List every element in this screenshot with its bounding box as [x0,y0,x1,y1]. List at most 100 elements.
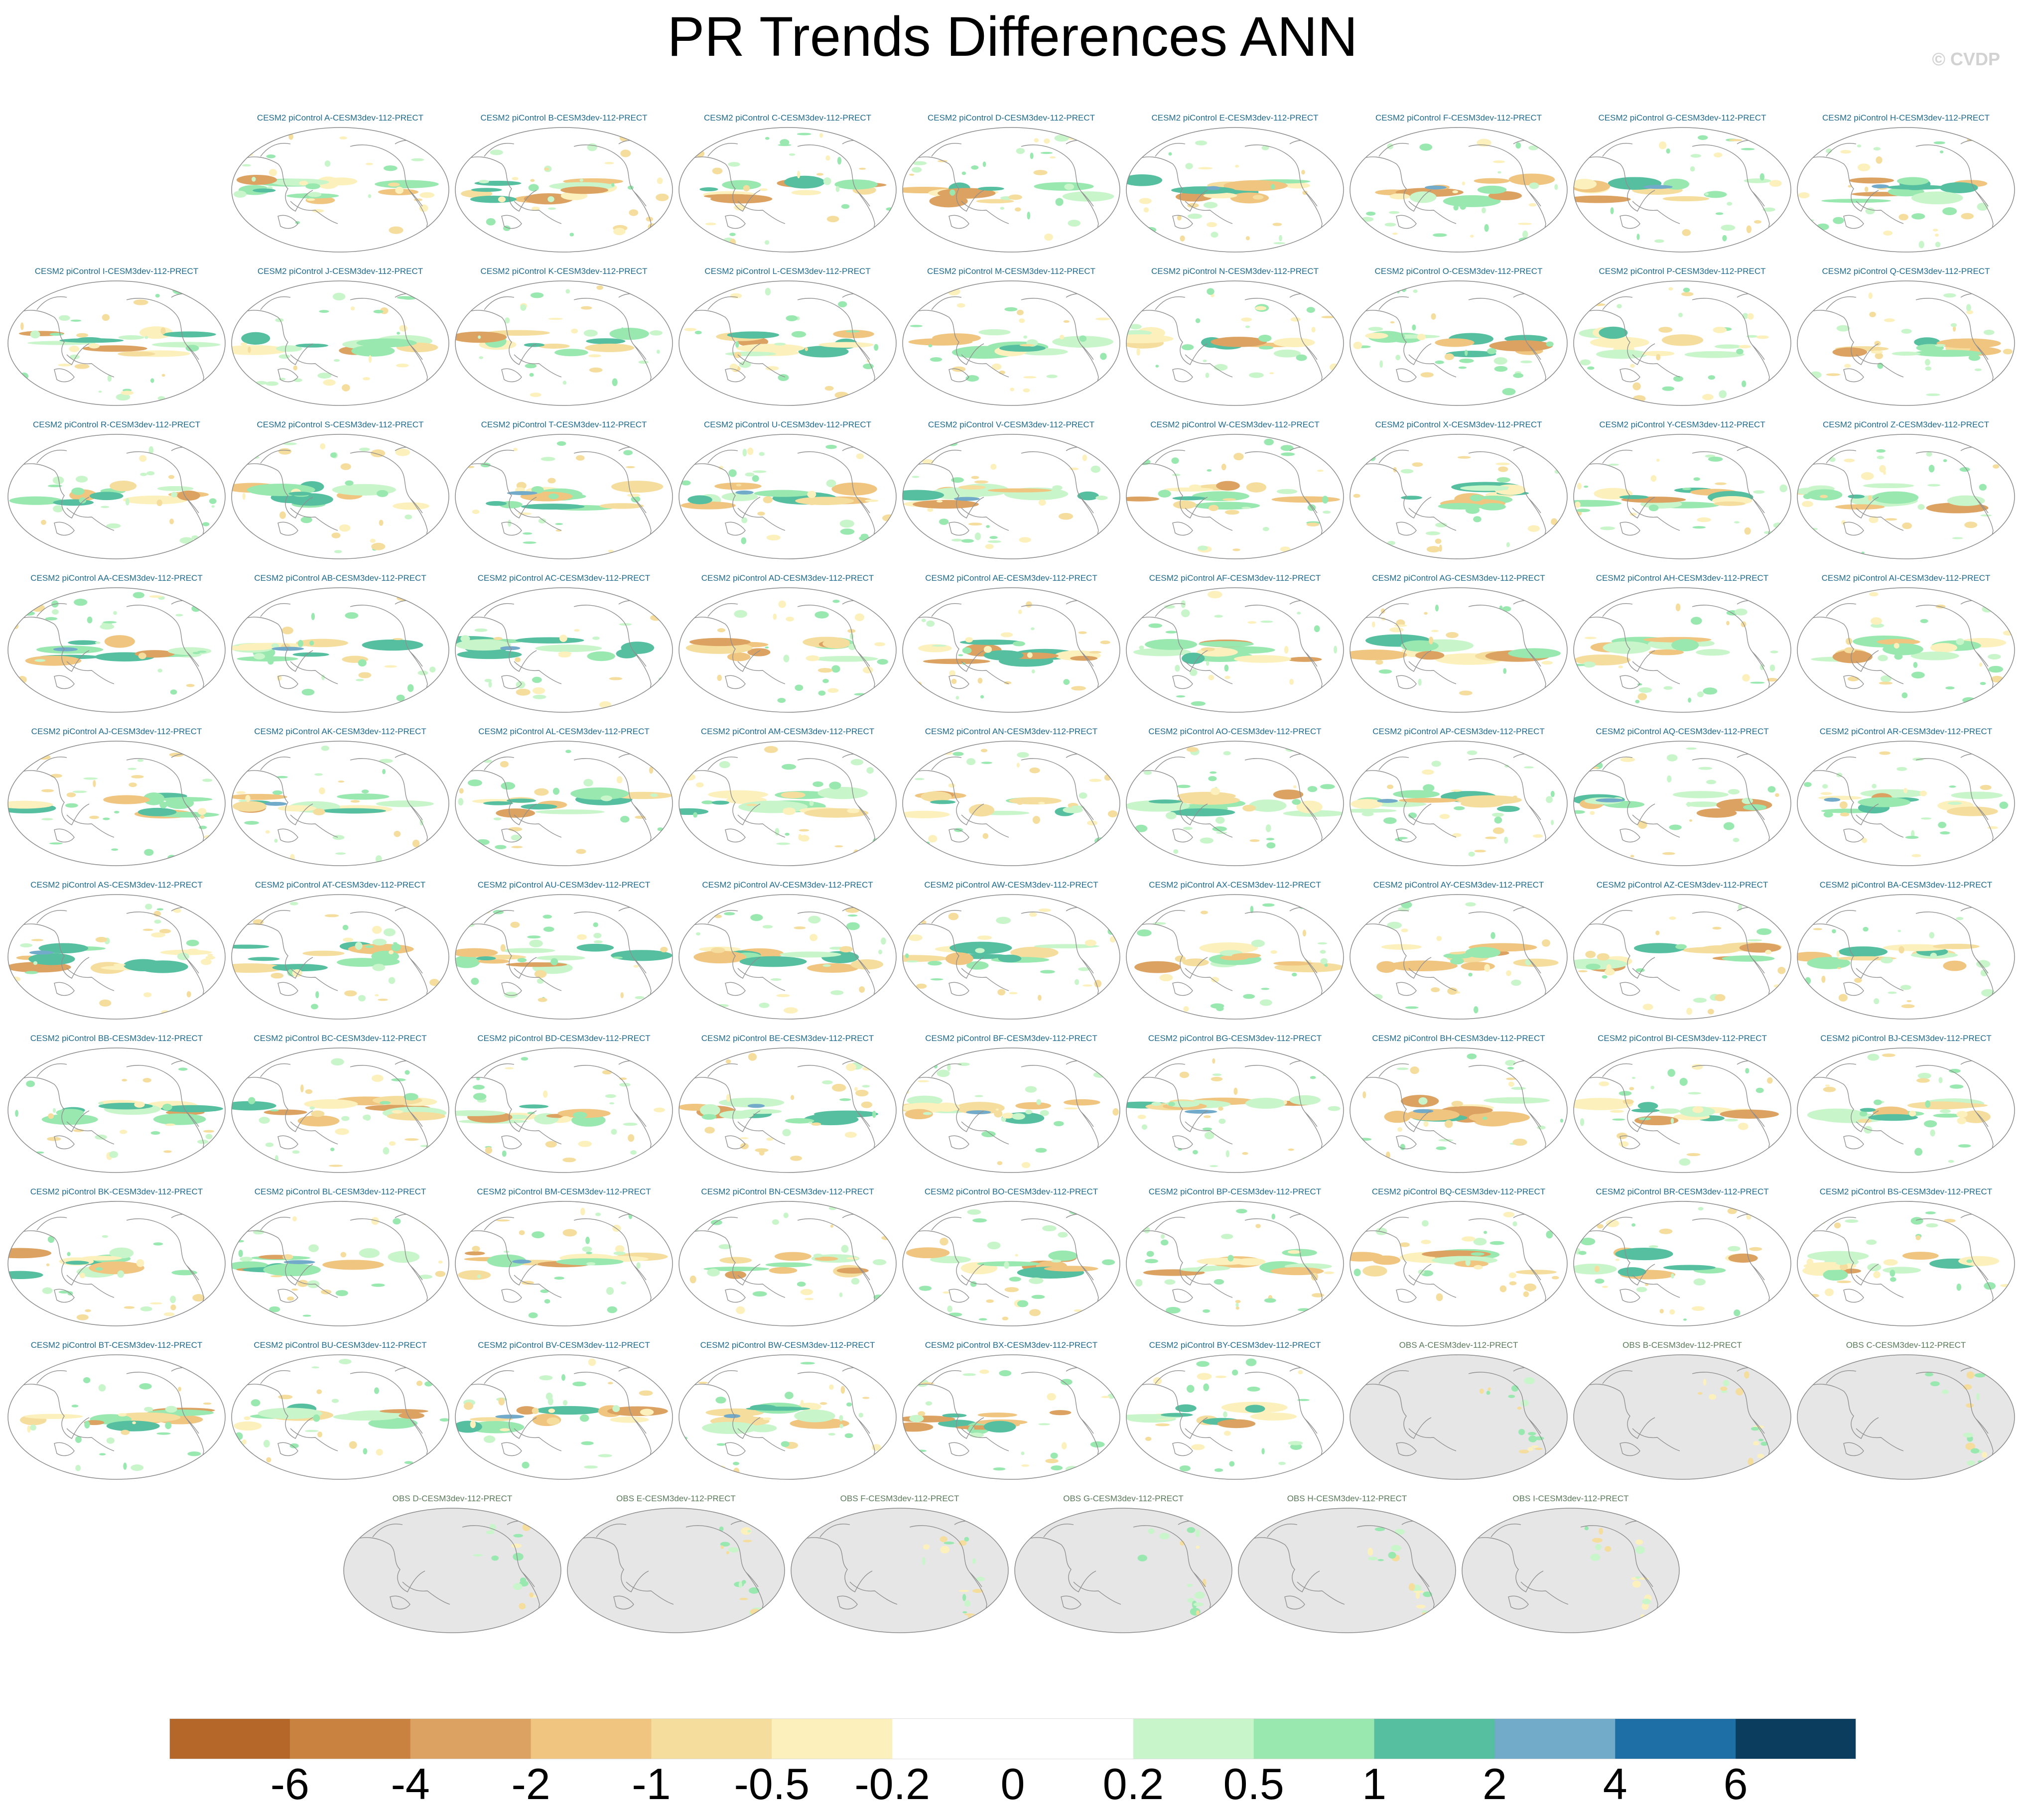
coastline [1396,521,1417,536]
map-globe [1573,1047,1791,1173]
anomaly-patch [1602,1286,1608,1288]
anomaly-patch [1197,1373,1212,1380]
map-globe [678,1354,897,1480]
anomaly-patch [1508,1272,1516,1279]
anomaly-patch [455,1421,482,1433]
anomaly-patch [442,906,446,911]
anomaly-patch [1196,1610,1200,1616]
anomaly-core [29,950,54,955]
anomaly-patch [718,1097,785,1108]
anomaly-patch [717,628,726,633]
coastline [1856,661,1904,684]
coastline [907,770,984,825]
anomaly-patch [1227,1255,1234,1262]
anomaly-patch [659,292,671,300]
globe-outline [7,1201,226,1326]
anomaly-patch [534,970,547,978]
anomaly-patch [1890,1277,1896,1282]
coastline [460,923,537,979]
anomaly-patch [19,1367,29,1372]
anomaly-patch [570,787,629,800]
coastline [350,1372,423,1434]
anomaly-patch [1372,1055,1388,1059]
coastline [1856,968,1904,991]
panel-title: CESM2 piControl BX-CESM3dev-112-PRECT [925,1340,1098,1350]
map-background [8,895,225,1019]
anomaly-patch [88,343,100,349]
anomaly-patch [50,774,62,778]
anomaly-patch [339,1359,352,1364]
anomaly-patch [123,496,188,505]
anomaly-patch [1188,213,1203,219]
anomaly-patch [1271,184,1275,190]
map-panel: CESM2 piControl D-CESM3dev-112-PRECT [902,113,1121,253]
anomaly-patch [75,1436,82,1443]
coastline [236,156,313,212]
anomaly-patch [317,1431,323,1437]
anomaly-patch [1084,939,1096,946]
anomaly-patch [131,775,144,779]
anomaly-patch [153,1113,206,1125]
anomaly-patch [1659,1228,1673,1234]
anomaly-patch [550,958,558,966]
anomaly-patch [1480,503,1506,511]
anomaly-patch [117,1270,125,1278]
anomaly-patch [1272,223,1282,226]
anomaly-patch [434,231,442,236]
anomaly-patch [542,1090,548,1098]
anomaly-patch [908,934,923,941]
anomaly-patch [52,476,64,485]
anomaly-patch [1747,939,1762,942]
anomaly-patch [1635,968,1645,972]
coastline [1172,368,1193,383]
anomaly-patch [232,793,287,800]
anomaly-patch [2003,349,2013,355]
anomaly-patch [562,1229,577,1237]
anomaly-patch [1682,229,1691,236]
globe-outline [1126,1354,1344,1480]
coastline [1632,201,1680,224]
anomaly-patch [1580,1237,1596,1246]
anomaly-patch [185,1051,197,1059]
anomaly-patch [1394,624,1407,627]
anomaly-patch [1322,496,1329,504]
map-background [232,588,449,712]
map-panel: CESM2 piControl AQ-CESM3dev-112-PRECT [1573,726,1792,867]
anomaly-patch [1602,975,1608,979]
anomaly-patch [1322,1452,1333,1459]
anomaly-patch [1940,831,1950,835]
anomaly-patch [1217,1419,1256,1429]
map-panel: CESM2 piControl V-CESM3dev-112-PRECT [902,419,1121,560]
map-background [903,128,1120,252]
anomaly-patch [109,1247,134,1259]
anomaly-patch [958,654,963,656]
anomaly-patch [1540,594,1555,602]
anomaly-patch [46,1263,50,1267]
anomaly-patch [689,1275,696,1284]
map-background [232,281,449,405]
anomaly-patch [846,922,860,930]
coastline [819,1524,850,1538]
anomaly-patch [1534,1447,1543,1450]
anomaly-patch [521,803,557,810]
globe-outline [1350,587,1568,713]
coastline [737,508,786,531]
anomaly-patch [1495,462,1510,466]
coastline [1632,1275,1680,1298]
coastline [260,910,291,924]
anomaly-patch [429,979,439,986]
anomaly-patch [163,1150,172,1153]
anomaly-patch [1465,506,1480,514]
anomaly-patch [98,1384,106,1392]
anomaly-patch [1379,900,1394,906]
anomaly-patch [577,934,587,940]
anomaly-patch [958,485,986,490]
coastline [1244,911,1318,974]
anomaly-patch [1668,287,1673,291]
anomaly-patch [729,363,738,371]
anomaly-patch [1102,917,1106,923]
anomaly-patch [1170,808,1235,816]
anomaly-patch [1976,1393,1980,1401]
anomaly-patch [1979,484,1987,491]
anomaly-patch [1925,1223,1938,1228]
